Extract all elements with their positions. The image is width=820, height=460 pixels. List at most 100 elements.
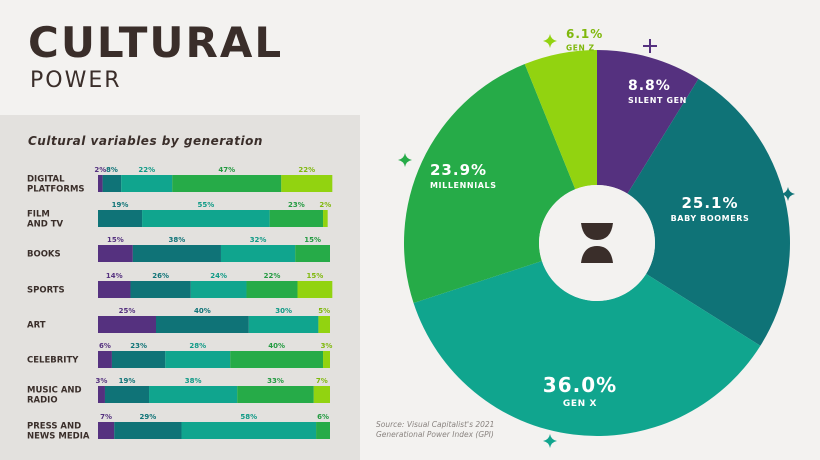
- bar-value-label: 40%: [194, 307, 211, 315]
- bar-value-label: 2%: [319, 201, 331, 209]
- bar-segment-gen-z: [313, 386, 330, 403]
- donut-value-label: 6.1%: [566, 27, 603, 41]
- bar-segment-baby-boomers: [114, 422, 182, 439]
- donut-value-label: 25.1%: [681, 194, 738, 212]
- bar-segment-gen-x: [181, 422, 317, 439]
- bar-category-label: SPORTS: [27, 286, 65, 296]
- bar-value-label: 15%: [107, 236, 124, 244]
- bar-value-label: 15%: [307, 272, 324, 280]
- bar-value-label: 33%: [267, 377, 284, 385]
- bar-segment-millennials: [316, 422, 330, 439]
- bar-value-label: 25%: [119, 307, 136, 315]
- bar-segment-gen-z: [297, 281, 333, 298]
- bar-segment-gen-x: [190, 281, 247, 298]
- bar-segment-silent-gen: [98, 316, 156, 333]
- bar-value-label: 26%: [152, 272, 169, 280]
- hourglass-logo: [581, 223, 613, 263]
- bar-value-label: 19%: [112, 201, 129, 209]
- donut-category-label: BABY BOOMERS: [671, 214, 750, 223]
- sparkle-plus-icon: [643, 39, 657, 53]
- bar-value-label: 22%: [138, 166, 155, 174]
- bar-value-label: 7%: [316, 377, 328, 385]
- bar-segment-gen-x: [165, 351, 231, 368]
- bar-segment-baby-boomers: [98, 210, 143, 227]
- bar-segment-gen-x: [248, 316, 319, 333]
- bar-segment-millennials: [230, 351, 324, 368]
- bar-segment-silent-gen: [98, 422, 115, 439]
- bar-value-label: 32%: [250, 236, 267, 244]
- donut-slice-silent-gen: [597, 50, 699, 194]
- donut-category-label: SILENT GEN: [628, 96, 687, 105]
- donut-slice-baby-boomers: [627, 78, 790, 346]
- bar-category-label: ART: [27, 321, 46, 331]
- bar-value-label: 19%: [119, 377, 136, 385]
- bar-value-label: 23%: [288, 201, 305, 209]
- bar-value-label: 23%: [130, 342, 147, 350]
- bar-category-label: BOOKS: [27, 250, 61, 260]
- bar-segment-silent-gen: [98, 351, 112, 368]
- bar-value-label: 28%: [189, 342, 206, 350]
- bar-value-label: 6%: [99, 342, 111, 350]
- bar-value-label: 38%: [168, 236, 185, 244]
- bar-category-label: DIGITAL PLATFORMS: [27, 175, 85, 195]
- bar-segment-baby-boomers: [102, 175, 122, 192]
- bar-segment-baby-boomers: [156, 316, 249, 333]
- donut-slice-gen-x: [413, 261, 761, 436]
- bar-value-label: 58%: [240, 413, 257, 421]
- donut-value-label: 36.0%: [543, 373, 617, 397]
- sparkle-star-icon: [543, 34, 557, 48]
- bar-category-label: MUSIC AND RADIO: [27, 386, 82, 406]
- bar-value-label: 22%: [298, 166, 315, 174]
- sparkle-star-icon: [398, 153, 412, 167]
- donut-slice-millennials: [404, 64, 576, 303]
- bar-segment-gen-x: [121, 175, 173, 192]
- bar-category-label: PRESS AND NEWS MEDIA: [27, 422, 90, 442]
- bar-segment-gen-z: [323, 351, 330, 368]
- bar-segment-baby-boomers: [132, 245, 221, 262]
- bar-segment-millennials: [246, 281, 298, 298]
- donut-category-label: MILLENNIALS: [430, 181, 497, 190]
- bar-value-label: 2%: [94, 166, 106, 174]
- bar-segment-baby-boomers: [130, 281, 191, 298]
- bar-value-label: 22%: [264, 272, 281, 280]
- bar-segment-millennials: [172, 175, 282, 192]
- bar-value-label: 7%: [100, 413, 112, 421]
- bar-segment-gen-z: [323, 210, 328, 227]
- donut-value-label: 8.8%: [628, 78, 671, 94]
- source-note: Source: Visual Capitalist's 2021 Generat…: [376, 420, 494, 440]
- bar-segment-gen-x: [149, 386, 238, 403]
- bar-value-label: 38%: [185, 377, 202, 385]
- bar-segment-baby-boomers: [104, 386, 150, 403]
- bar-segment-millennials: [237, 386, 314, 403]
- bar-value-label: 29%: [139, 413, 156, 421]
- donut-category-label: GEN Z: [566, 44, 595, 53]
- bar-value-label: 55%: [197, 201, 214, 209]
- bar-value-label: 14%: [106, 272, 123, 280]
- donut-chart: 8.8% SILENT GEN 25.1% BABY BOOMERS 36.0% GEN …: [398, 27, 795, 448]
- bar-segment-silent-gen: [98, 175, 103, 192]
- bar-value-label: 3%: [96, 377, 108, 385]
- bar-category-label: CELEBRITY: [27, 356, 79, 366]
- sparkle-star-icon: [543, 434, 557, 448]
- page-subtitle: POWER: [30, 68, 122, 93]
- page-title: CULTURAL: [28, 18, 284, 67]
- bar-value-label: 8%: [106, 166, 118, 174]
- bar-segment-gen-x: [220, 245, 296, 262]
- bar-segment-gen-z: [318, 316, 330, 333]
- bar-value-label: 30%: [275, 307, 292, 315]
- bar-segment-millennials: [269, 210, 324, 227]
- bar-segment-silent-gen: [98, 245, 133, 262]
- sparkle-star-icon: [781, 187, 795, 201]
- bar-segment-silent-gen: [98, 386, 105, 403]
- bar-segment-millennials: [295, 245, 330, 262]
- donut-category-label: GEN X: [563, 399, 597, 409]
- bar-segment-baby-boomers: [111, 351, 166, 368]
- bar-value-label: 3%: [321, 342, 333, 350]
- source-line-2: Generational Power Index (GPI): [376, 430, 494, 439]
- bar-value-label: 47%: [218, 166, 235, 174]
- donut-hole: [539, 185, 655, 301]
- bar-value-label: 5%: [318, 307, 330, 315]
- bar-segment-gen-z: [281, 175, 333, 192]
- bar-value-label: 6%: [317, 413, 329, 421]
